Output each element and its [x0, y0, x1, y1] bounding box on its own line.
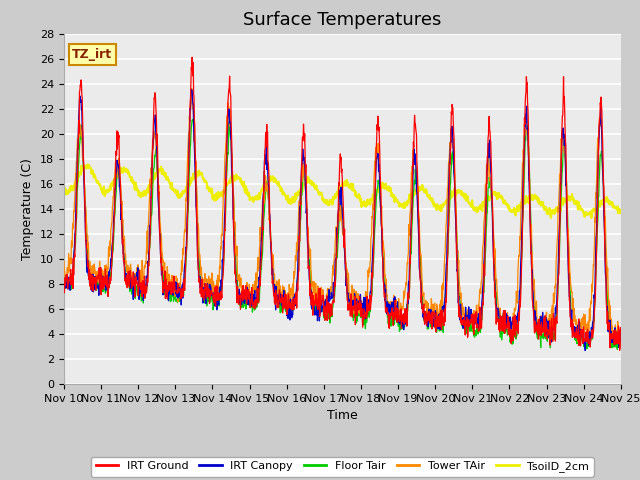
- Text: TZ_irt: TZ_irt: [72, 48, 113, 61]
- Y-axis label: Temperature (C): Temperature (C): [22, 158, 35, 260]
- X-axis label: Time: Time: [327, 409, 358, 422]
- Title: Surface Temperatures: Surface Temperatures: [243, 11, 442, 29]
- Legend: IRT Ground, IRT Canopy, Floor Tair, Tower TAir, TsoilD_2cm: IRT Ground, IRT Canopy, Floor Tair, Towe…: [91, 457, 594, 477]
